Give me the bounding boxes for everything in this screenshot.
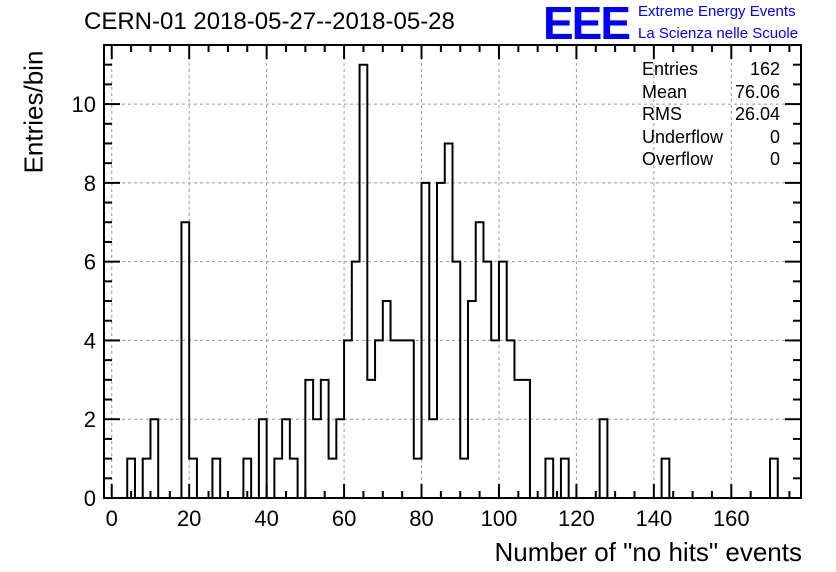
y-tick-label: 0	[84, 486, 96, 511]
stat-label: Mean	[642, 81, 688, 102]
x-tick-label: 140	[635, 506, 672, 531]
plot-frame	[103, 44, 802, 499]
stat-value: 0	[769, 126, 780, 147]
histogram-bin	[453, 262, 461, 498]
histogram-bin	[406, 340, 414, 498]
chart-title: CERN-01 2018-05-27--2018-05-28	[84, 8, 455, 35]
histogram-bin	[150, 419, 158, 498]
histogram-layer	[126, 63, 786, 499]
y-axis-title: Entries/bin	[18, 50, 49, 174]
histogram-bin	[321, 380, 329, 498]
y-tick-label: 4	[84, 328, 96, 353]
histogram-bin	[499, 262, 507, 498]
y-tick-label: 10	[72, 92, 96, 117]
histogram-bin	[383, 301, 391, 498]
stat-label: Entries	[642, 59, 699, 79]
stat-value: 76.06	[734, 81, 780, 102]
histogram-bin	[414, 459, 422, 498]
x-tick-label: 40	[254, 506, 278, 531]
histogram-bin	[491, 340, 499, 498]
y-tick-label: 2	[84, 407, 96, 432]
stat-label: RMS	[642, 104, 682, 124]
stat-value: 26.04	[734, 104, 780, 124]
stat-label: Overflow	[642, 149, 714, 169]
eee-tagline-2: La Scienza nelle Scuole	[638, 25, 799, 42]
y-tick-label: 8	[84, 171, 96, 196]
histogram-bin	[336, 419, 344, 498]
histogram-bin	[662, 459, 670, 498]
histogram-bin	[468, 301, 476, 498]
histogram-bin	[189, 459, 197, 498]
histogram-bin	[282, 419, 290, 498]
tick-layer	[104, 44, 801, 499]
stat-row-overflow: Overflow 0	[642, 148, 780, 171]
eee-tagline-1: Extreme Energy Events	[638, 3, 796, 20]
histogram-bin	[181, 222, 189, 498]
histogram-bin	[476, 222, 484, 498]
x-tick-label: 60	[332, 506, 356, 531]
stat-value: 0	[769, 149, 780, 169]
stats-box: Entries 162 Mean 76.06 RMS 26.04 Underfl…	[642, 58, 780, 171]
histogram-bin	[460, 459, 468, 498]
x-tick-label: 160	[713, 506, 750, 531]
tick-label-layer: 0 20 40 60 80 100 120 140 160 0 2 4 6 8 10	[72, 92, 750, 531]
stat-value: 162	[749, 59, 780, 79]
stat-row-rms: RMS 26.04	[642, 103, 780, 126]
histogram-bin	[259, 419, 267, 498]
histogram-bin	[367, 380, 375, 498]
histogram-bin	[429, 419, 437, 498]
histogram-bin	[352, 262, 360, 498]
histogram-bin	[445, 143, 453, 498]
histogram-bin	[305, 380, 313, 498]
stat-row-mean: Mean 76.06	[642, 81, 780, 104]
x-tick-label: 80	[409, 506, 433, 531]
x-axis-title: Number of "no hits" events	[494, 537, 803, 567]
histogram-bin	[483, 262, 491, 498]
x-tick-label: 20	[177, 506, 201, 531]
x-tick-label: 0	[106, 506, 118, 531]
histogram-bin	[770, 459, 778, 498]
histogram-bin	[545, 459, 553, 498]
stat-row-entries: Entries 162	[642, 58, 780, 81]
histogram-bin	[143, 459, 151, 498]
eee-logo: EEE	[543, 0, 631, 49]
histogram-bin	[375, 340, 383, 498]
histogram-outline	[126, 63, 786, 499]
histogram-bin	[329, 459, 337, 498]
x-tick-label: 120	[558, 506, 595, 531]
histogram-bin	[290, 459, 298, 498]
y-tick-label: 6	[84, 250, 96, 275]
histogram-bin	[391, 340, 399, 498]
stat-row-underflow: Underflow 0	[642, 126, 780, 149]
stat-label: Underflow	[642, 126, 724, 147]
histogram-bin	[360, 65, 368, 498]
histogram-bin	[437, 183, 445, 498]
histogram-bin	[398, 340, 406, 498]
histogram-bin	[422, 183, 430, 498]
histogram-bin	[344, 340, 352, 498]
histogram-bin	[514, 380, 522, 498]
histogram-bin	[212, 459, 220, 498]
histogram-bin	[313, 419, 321, 498]
histogram-bin	[600, 419, 608, 498]
x-tick-label: 100	[481, 506, 518, 531]
histogram-bin	[522, 380, 530, 498]
histogram-bin	[274, 459, 282, 498]
histogram-bin	[561, 459, 569, 498]
histogram-bin	[507, 340, 515, 498]
